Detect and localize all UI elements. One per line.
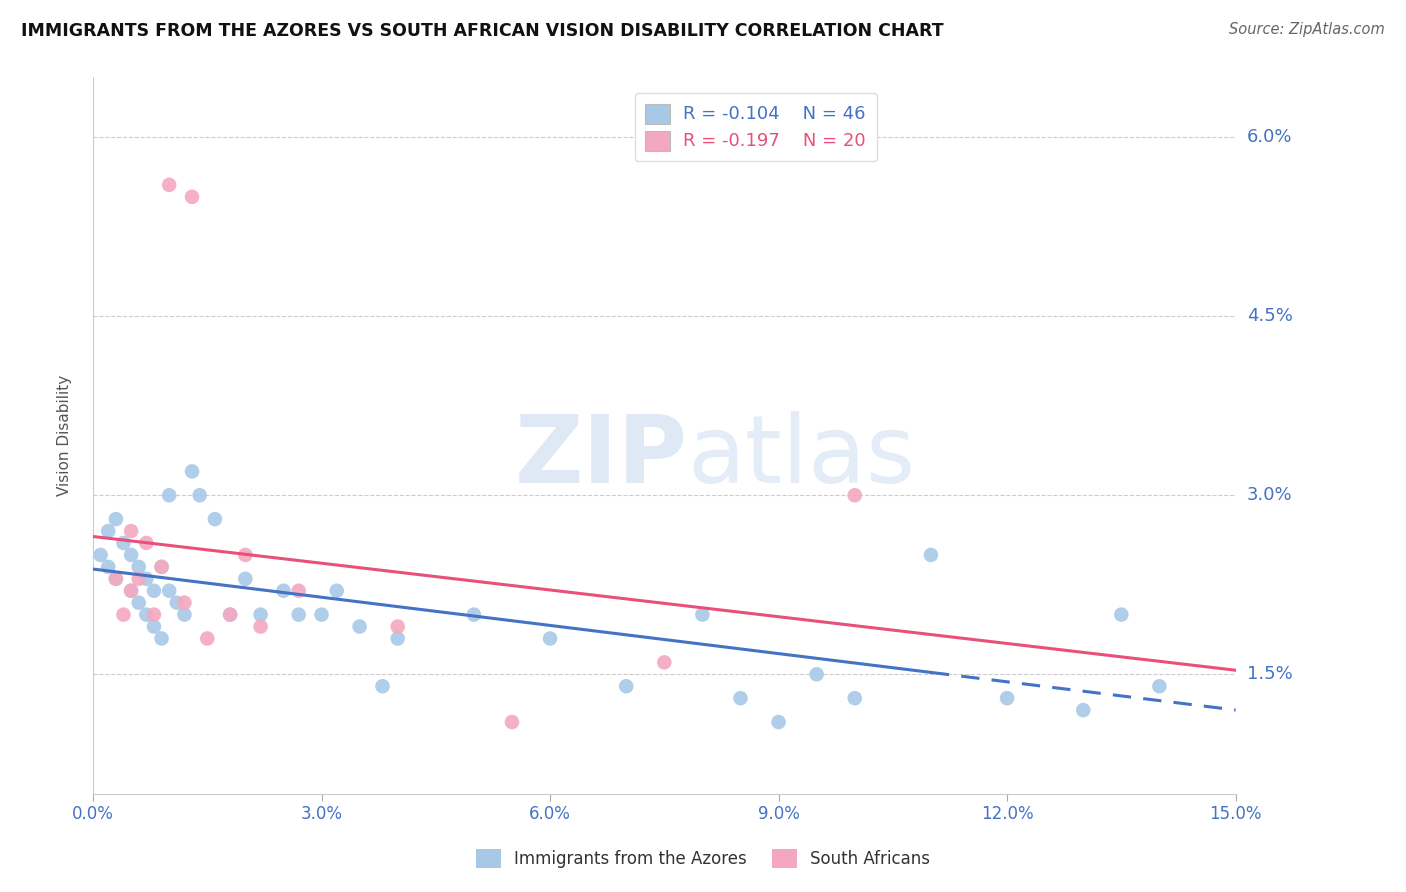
- Point: [173, 607, 195, 622]
- Point: [387, 619, 409, 633]
- Text: atlas: atlas: [688, 411, 915, 503]
- Y-axis label: Vision Disability: Vision Disability: [58, 375, 72, 496]
- Point: [166, 596, 188, 610]
- Point: [157, 178, 180, 192]
- Point: [995, 691, 1018, 706]
- Point: [249, 619, 271, 633]
- Point: [273, 583, 295, 598]
- Point: [142, 619, 165, 633]
- Point: [920, 548, 942, 562]
- Point: [112, 607, 135, 622]
- Point: [150, 560, 173, 574]
- Point: [692, 607, 714, 622]
- Point: [387, 632, 409, 646]
- Point: [104, 572, 127, 586]
- Point: [219, 607, 242, 622]
- Point: [730, 691, 752, 706]
- Point: [135, 536, 157, 550]
- Point: [287, 583, 309, 598]
- Text: IMMIGRANTS FROM THE AZORES VS SOUTH AFRICAN VISION DISABILITY CORRELATION CHART: IMMIGRANTS FROM THE AZORES VS SOUTH AFRI…: [21, 22, 943, 40]
- Point: [104, 512, 127, 526]
- Text: 6.0%: 6.0%: [1247, 128, 1292, 146]
- Point: [157, 583, 180, 598]
- Point: [501, 714, 523, 729]
- Point: [1149, 679, 1171, 693]
- Point: [173, 596, 195, 610]
- Point: [249, 607, 271, 622]
- Point: [538, 632, 561, 646]
- Point: [235, 548, 257, 562]
- Point: [844, 488, 866, 502]
- Point: [463, 607, 485, 622]
- Point: [120, 583, 142, 598]
- Legend: Immigrants from the Azores, South Africans: Immigrants from the Azores, South Africa…: [470, 842, 936, 875]
- Point: [97, 524, 120, 538]
- Point: [188, 488, 211, 502]
- Point: [120, 583, 142, 598]
- Text: 1.5%: 1.5%: [1247, 665, 1292, 683]
- Point: [90, 548, 112, 562]
- Point: [1071, 703, 1094, 717]
- Point: [287, 607, 309, 622]
- Point: [120, 548, 142, 562]
- Point: [135, 607, 157, 622]
- Point: [157, 488, 180, 502]
- Point: [150, 560, 173, 574]
- Point: [195, 632, 218, 646]
- Point: [120, 524, 142, 538]
- Point: [219, 607, 242, 622]
- Point: [614, 679, 637, 693]
- Point: [128, 572, 150, 586]
- Point: [128, 560, 150, 574]
- Text: Source: ZipAtlas.com: Source: ZipAtlas.com: [1229, 22, 1385, 37]
- Point: [104, 572, 127, 586]
- Legend: R = -0.104    N = 46, R = -0.197    N = 20: R = -0.104 N = 46, R = -0.197 N = 20: [636, 94, 876, 161]
- Point: [844, 691, 866, 706]
- Point: [311, 607, 333, 622]
- Point: [371, 679, 394, 693]
- Point: [768, 714, 790, 729]
- Point: [326, 583, 349, 598]
- Point: [204, 512, 226, 526]
- Point: [181, 190, 204, 204]
- Point: [97, 560, 120, 574]
- Point: [135, 572, 157, 586]
- Point: [349, 619, 371, 633]
- Point: [181, 464, 204, 478]
- Text: 3.0%: 3.0%: [1247, 486, 1292, 504]
- Point: [652, 656, 675, 670]
- Point: [235, 572, 257, 586]
- Point: [150, 632, 173, 646]
- Point: [142, 583, 165, 598]
- Point: [1111, 607, 1133, 622]
- Point: [112, 536, 135, 550]
- Point: [806, 667, 828, 681]
- Text: 4.5%: 4.5%: [1247, 307, 1292, 326]
- Text: ZIP: ZIP: [515, 411, 688, 503]
- Point: [142, 607, 165, 622]
- Point: [128, 596, 150, 610]
